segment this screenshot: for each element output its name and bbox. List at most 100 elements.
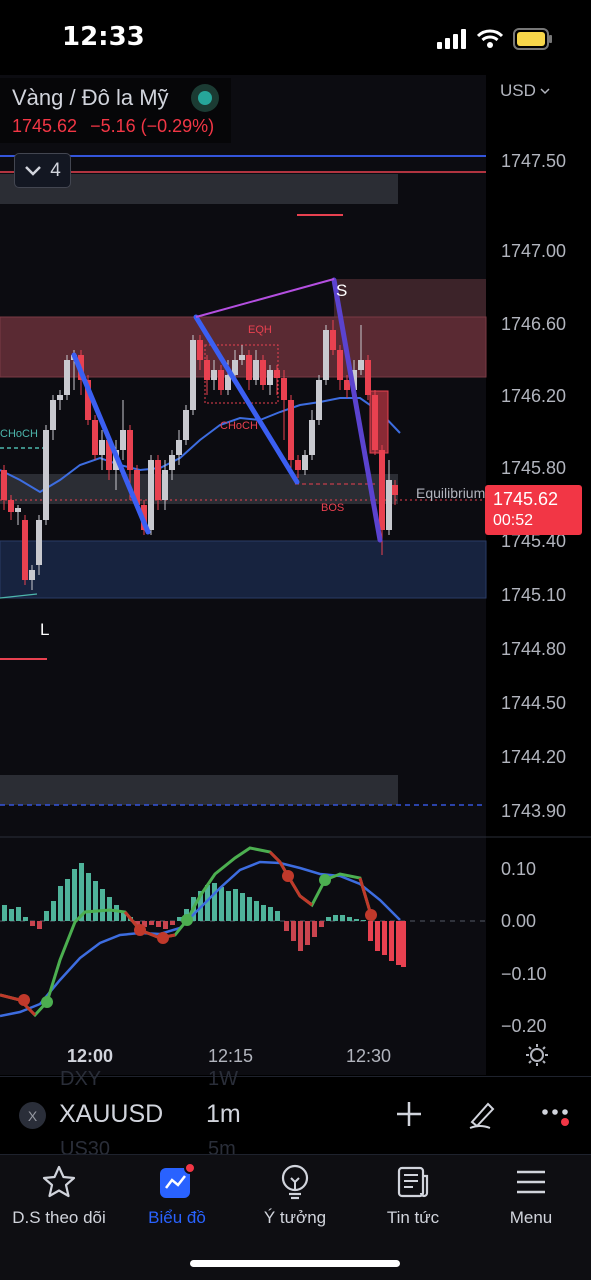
histogram-bar (226, 891, 231, 921)
bos-label: BOS (321, 502, 344, 514)
signal-icon (437, 29, 466, 49)
tab-chart[interactable]: Biểu đồ (118, 1162, 236, 1228)
tab-menu[interactable]: Menu (472, 1162, 590, 1228)
price-chart[interactable]: EQH CHoCH CHoCH BOS S L Equilibrium (0, 75, 591, 1075)
more-button[interactable] (537, 1096, 573, 1132)
candle-body (85, 380, 91, 420)
candle-body (155, 460, 161, 500)
price-axis-label: 1743.90 (501, 801, 567, 821)
symbol-name[interactable]: XAUUSD (59, 1100, 164, 1128)
timeframe-selector[interactable]: 1m (206, 1100, 241, 1128)
candle-body (1, 470, 7, 500)
histogram-bar (86, 873, 91, 921)
candle-body (344, 380, 350, 390)
candle-body (274, 370, 280, 378)
candle-body (267, 370, 273, 385)
lightbulb-icon (281, 1164, 309, 1200)
time-axis[interactable]: 12:00 12:15 12:30 (0, 1040, 591, 1072)
oscillator-macd-red-4 (358, 877, 373, 916)
histogram-bar (100, 889, 105, 921)
s-label: S (336, 281, 347, 300)
star-icon (42, 1165, 76, 1198)
histogram-bar (79, 863, 84, 921)
candle-body (106, 440, 112, 470)
status-bar: 12:33 (0, 0, 591, 75)
equilibrium-zone (0, 474, 398, 504)
candle-body (162, 470, 168, 500)
histogram-bar (284, 921, 289, 931)
home-indicator[interactable] (190, 1260, 400, 1267)
histogram-bar (23, 917, 28, 921)
chart-settings-icon[interactable] (525, 1043, 549, 1067)
news-icon (397, 1166, 429, 1198)
candle-body (183, 410, 189, 440)
candle-body (309, 420, 315, 455)
histogram-bar (240, 893, 245, 921)
tab-news[interactable]: Tin tức (354, 1162, 472, 1228)
currency-selector[interactable]: USD (500, 81, 550, 101)
more-dots-icon (542, 1109, 569, 1126)
osc-axis-label: −0.10 (501, 964, 547, 984)
candle-body (190, 340, 196, 410)
drawing-tools-button[interactable] (464, 1096, 500, 1132)
histogram-bar (305, 921, 310, 945)
eqh-label: EQH (248, 324, 272, 336)
candle-body (232, 360, 238, 375)
swing-line-2 (193, 314, 300, 485)
equilibrium-label: Equilibrium (416, 485, 485, 501)
supply-zone (0, 316, 487, 378)
choch-label-1: CHoCH (0, 428, 38, 440)
candle-body (392, 485, 398, 495)
tab-label: D.S theo dõi (12, 1208, 106, 1227)
oscillator-macd-red-1 (0, 993, 37, 1017)
candle-body (330, 330, 336, 350)
plus-icon (397, 1102, 421, 1126)
osc-axis-label: −0.20 (501, 1016, 547, 1036)
histogram-bar (319, 921, 324, 927)
candle-body (57, 395, 63, 400)
gray-zone-bottom (0, 775, 398, 805)
ghost-tf-above: 1W (208, 1068, 238, 1090)
candle-body (246, 355, 252, 380)
price-axis-label: 1744.20 (501, 747, 567, 767)
candle-body (379, 450, 385, 530)
histogram-bar (401, 921, 406, 967)
indicators-collapse-button[interactable]: 4 (14, 153, 71, 188)
histogram-bar (247, 897, 252, 921)
chevron-down-icon (540, 87, 550, 94)
histogram-bar (163, 921, 168, 929)
price-axis-label: 1744.80 (501, 639, 567, 659)
status-time: 12:33 (62, 22, 145, 52)
candle-body (372, 395, 378, 450)
price-axis-label: 1745.80 (501, 458, 567, 478)
histogram-bar (65, 879, 70, 921)
tab-ideas[interactable]: Ý tưởng (236, 1162, 354, 1228)
price-axis-label: 1745.40 (501, 531, 567, 551)
histogram-bar (291, 921, 296, 941)
candle-body (134, 470, 140, 505)
price-axis[interactable] (486, 75, 591, 1075)
ghost-symbol-above: DXY (60, 1068, 102, 1090)
add-button[interactable] (391, 1096, 427, 1132)
symbol-close-button[interactable]: X (19, 1102, 46, 1129)
l-label: L (40, 620, 49, 639)
candle-body (386, 480, 392, 530)
candle-body (120, 430, 126, 450)
chart-legend[interactable]: Vàng / Đô la Mỹ 1745.62 −5.16 (−0.29%) (0, 78, 231, 143)
demand-zone (0, 540, 487, 599)
histogram-bar (135, 921, 140, 925)
candle-body (323, 330, 329, 380)
price-axis-label: 1747.00 (501, 241, 567, 261)
histogram-bar (298, 921, 303, 951)
pen-icon (469, 1102, 495, 1129)
candle-body (337, 350, 343, 380)
candle-body (358, 360, 364, 370)
price-axis-label: 1747.50 (501, 151, 567, 171)
histogram-bar (333, 915, 338, 921)
histogram-bar (347, 917, 352, 921)
histogram-bar (9, 909, 14, 921)
tab-label: Tin tức (386, 1208, 440, 1227)
histogram-bar (389, 921, 394, 961)
tab-watchlist[interactable]: D.S theo dõi (0, 1162, 118, 1228)
swing-line-3 (331, 277, 383, 543)
